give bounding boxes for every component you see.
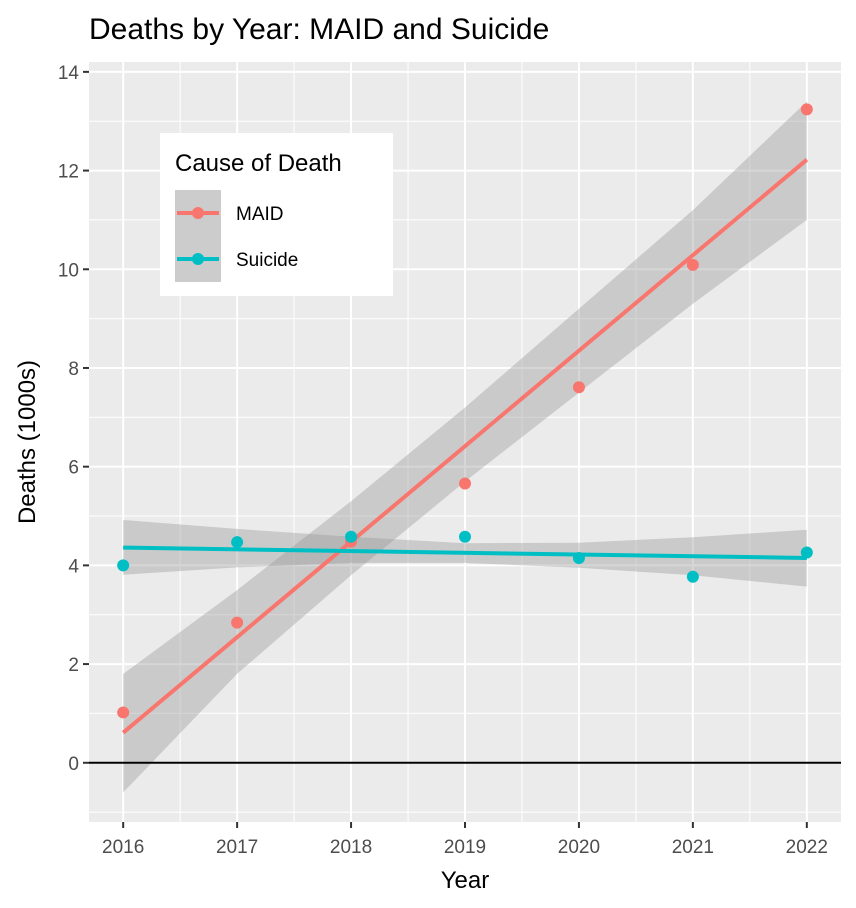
x-tick-label: 2019 xyxy=(444,837,486,858)
y-tick-label: 6 xyxy=(68,458,79,479)
y-tick-label: 10 xyxy=(58,260,79,281)
data-points xyxy=(117,103,813,719)
chart-title: Deaths by Year: MAID and Suicide xyxy=(89,13,549,46)
y-tick-label: 2 xyxy=(68,655,79,676)
y-tick-label: 0 xyxy=(68,754,79,775)
point-suicide-2019 xyxy=(459,530,471,543)
y-tick-label: 8 xyxy=(68,359,79,380)
point-suicide-2017 xyxy=(231,536,244,549)
y-axis: 0 2 4 6 8 10 12 14 xyxy=(58,63,89,775)
legend-item-suicide: Suicide xyxy=(175,236,298,282)
x-tick-label: 2016 xyxy=(102,837,144,858)
legend-key-point xyxy=(192,253,204,265)
x-axis-title: Year xyxy=(441,867,490,894)
point-suicide-2018 xyxy=(345,530,358,543)
legend-item-maid: MAID xyxy=(175,190,284,236)
x-tick-label: 2020 xyxy=(558,837,600,858)
point-maid-2019 xyxy=(459,477,471,490)
x-tick-label: 2022 xyxy=(786,837,828,858)
x-tick-label: 2021 xyxy=(672,837,714,858)
trend-line-suicide xyxy=(123,545,807,560)
point-suicide-2016 xyxy=(117,559,130,572)
y-axis-title: Deaths (1000s) xyxy=(14,360,41,524)
x-tick-label: 2017 xyxy=(216,837,258,858)
point-suicide-2022 xyxy=(800,546,813,559)
y-tick-label: 12 xyxy=(58,162,79,183)
x-tick-label: 2018 xyxy=(330,837,372,858)
trend-line-maid xyxy=(121,158,809,735)
legend-label: Suicide xyxy=(236,250,298,271)
point-suicide-2021 xyxy=(686,570,699,583)
y-tick-label: 4 xyxy=(68,556,79,577)
trend-lines xyxy=(121,158,809,735)
x-axis: 2016 2017 2018 2019 2020 2021 2022 xyxy=(102,822,828,858)
point-maid-2017 xyxy=(231,616,244,629)
legend: Cause of Death MAID Suicide xyxy=(160,133,393,296)
legend-key-point xyxy=(192,207,204,219)
point-suicide-2020 xyxy=(572,551,585,564)
legend-label: MAID xyxy=(236,204,284,225)
legend-title: Cause of Death xyxy=(175,150,342,177)
y-tick-label: 14 xyxy=(58,63,80,84)
point-maid-2022 xyxy=(800,103,813,116)
point-maid-2021 xyxy=(686,258,699,271)
point-maid-2016 xyxy=(117,706,130,719)
point-maid-2020 xyxy=(572,381,585,394)
